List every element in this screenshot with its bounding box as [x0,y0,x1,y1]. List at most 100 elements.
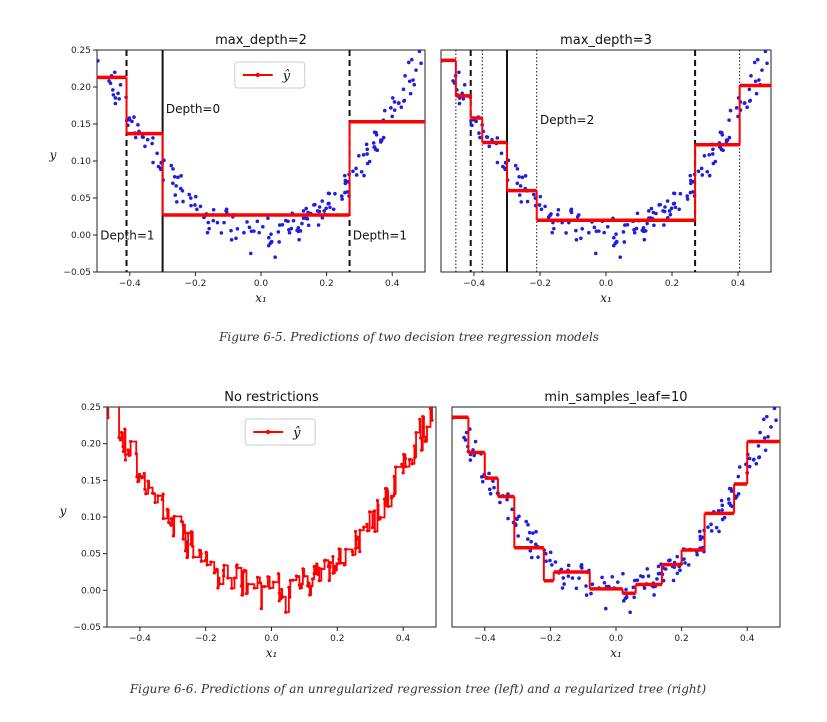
data-point [328,205,332,210]
prediction-marker [401,471,405,475]
data-point [655,577,659,581]
data-point [538,194,543,199]
data-point [745,105,749,110]
x-axis-label: x₁ [610,646,622,660]
data-point [273,255,277,259]
data-point [747,456,752,461]
y-tick-label: 0.25 [81,403,101,413]
y-axis-label: y [59,504,67,518]
data-point [758,430,762,435]
data-point [359,169,364,174]
data-point [487,487,492,492]
data-point [720,508,724,512]
data-point [411,78,415,82]
data-point [480,479,485,484]
data-point [699,166,704,171]
prediction-marker [277,591,281,595]
data-point [269,239,274,244]
data-point [367,159,372,164]
chart-max-depth-2: max_depth=2 −0.4 −0.2 0.0 0.2 0.4 x₁ −0.05 0.00 0… [49,33,426,305]
data-point [765,61,769,66]
data-point [584,584,588,588]
prediction-marker [339,561,343,565]
data-point [711,147,715,152]
prediction-marker [181,537,185,541]
data-point [515,181,520,186]
data-point [642,237,647,242]
data-point [678,568,682,573]
x-tick-label: −0.2 [195,634,217,644]
data-point [248,251,253,256]
prediction-marker [308,593,312,597]
prediction-marker [242,568,246,572]
data-point [635,578,640,582]
plot-area [441,50,771,272]
prediction-marker [235,566,239,570]
data-point [529,539,533,544]
prediction-marker [331,571,335,575]
data-point [747,464,752,469]
data-point [304,206,308,211]
data-point [600,575,604,580]
data-point [556,207,561,212]
data-point [487,471,491,476]
prediction-marker [410,462,414,466]
data-point [772,407,777,411]
prediction-marker [418,417,422,421]
data-point [133,135,138,140]
data-point [362,173,366,178]
data-point [623,223,627,227]
data-point [612,235,616,240]
data-point [327,201,331,206]
prediction-marker [123,427,127,431]
data-point [566,574,571,578]
depth-annotation: Depth=2 [540,113,594,127]
data-point [188,196,193,200]
prediction-marker [230,586,234,590]
prediction-marker [217,576,221,580]
data-point [354,173,359,177]
prediction-marker [296,575,301,579]
data-point [752,457,756,462]
y-axis-label: y [49,148,57,162]
data-point [696,169,701,174]
data-point [193,194,198,199]
prediction-marker [338,557,342,561]
prediction-marker [300,582,304,586]
data-point [365,152,369,156]
data-point [753,79,758,84]
data-point [451,398,455,402]
data-point [645,221,649,226]
prediction-marker [327,578,331,583]
prediction-marker [328,560,332,565]
chart-title: max_depth=3 [560,33,652,48]
y-tick-label: 0.05 [71,194,91,204]
data-point [207,226,211,231]
data-point [748,98,753,103]
prediction-marker [358,528,362,532]
prediction-marker [138,474,142,478]
prediction-marker [297,583,302,587]
prediction-marker [291,578,295,582]
data-point [117,97,121,101]
prediction-marker [189,530,193,534]
prediction-marker [425,425,429,429]
data-point [340,197,344,201]
data-point [261,224,265,229]
prediction-marker [117,435,121,440]
data-point [665,199,670,203]
data-point [682,557,686,561]
data-point [757,78,761,82]
data-point [198,204,203,209]
data-point [518,184,523,188]
data-point [761,417,766,422]
data-point [656,564,661,569]
data-point [515,167,520,171]
prediction-marker [151,491,155,495]
data-point [760,68,764,72]
prediction-marker [153,500,157,505]
data-point [474,119,478,124]
data-point [675,571,680,576]
data-point [452,388,456,392]
